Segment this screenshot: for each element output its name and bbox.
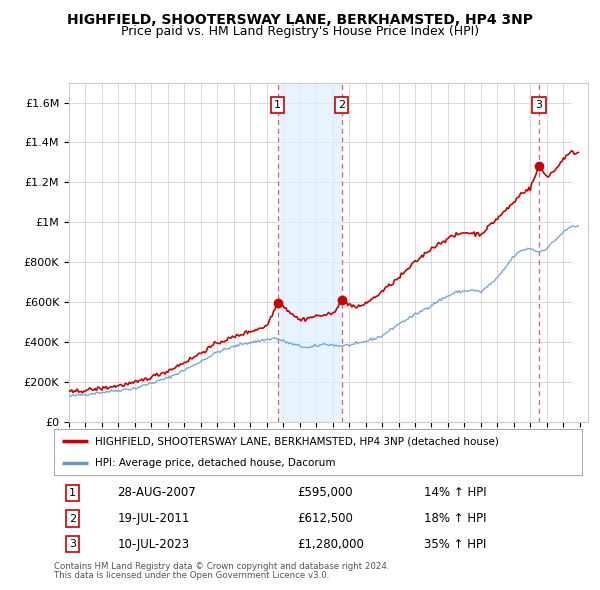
Text: £612,500: £612,500	[297, 512, 353, 525]
Text: 3: 3	[535, 100, 542, 110]
Text: HIGHFIELD, SHOOTERSWAY LANE, BERKHAMSTED, HP4 3NP (detached house): HIGHFIELD, SHOOTERSWAY LANE, BERKHAMSTED…	[95, 437, 499, 447]
Text: 2: 2	[338, 100, 345, 110]
Text: HIGHFIELD, SHOOTERSWAY LANE, BERKHAMSTED, HP4 3NP: HIGHFIELD, SHOOTERSWAY LANE, BERKHAMSTED…	[67, 13, 533, 27]
Text: 3: 3	[69, 539, 76, 549]
Text: £595,000: £595,000	[297, 486, 353, 499]
Text: Contains HM Land Registry data © Crown copyright and database right 2024.: Contains HM Land Registry data © Crown c…	[54, 562, 389, 571]
Bar	[572, 83, 588, 422]
Text: 28-AUG-2007: 28-AUG-2007	[118, 486, 196, 499]
Text: 14% ↑ HPI: 14% ↑ HPI	[424, 486, 486, 499]
Text: 10-JUL-2023: 10-JUL-2023	[118, 538, 190, 551]
Text: 1: 1	[69, 488, 76, 498]
Bar	[278, 83, 341, 422]
Text: 35% ↑ HPI: 35% ↑ HPI	[424, 538, 486, 551]
Text: This data is licensed under the Open Government Licence v3.0.: This data is licensed under the Open Gov…	[54, 571, 329, 579]
Text: Price paid vs. HM Land Registry's House Price Index (HPI): Price paid vs. HM Land Registry's House …	[121, 25, 479, 38]
Text: HPI: Average price, detached house, Dacorum: HPI: Average price, detached house, Daco…	[95, 457, 335, 467]
Text: 2: 2	[69, 514, 76, 523]
Text: £1,280,000: £1,280,000	[297, 538, 364, 551]
Text: 19-JUL-2011: 19-JUL-2011	[118, 512, 190, 525]
Text: 18% ↑ HPI: 18% ↑ HPI	[424, 512, 486, 525]
Text: 1: 1	[274, 100, 281, 110]
